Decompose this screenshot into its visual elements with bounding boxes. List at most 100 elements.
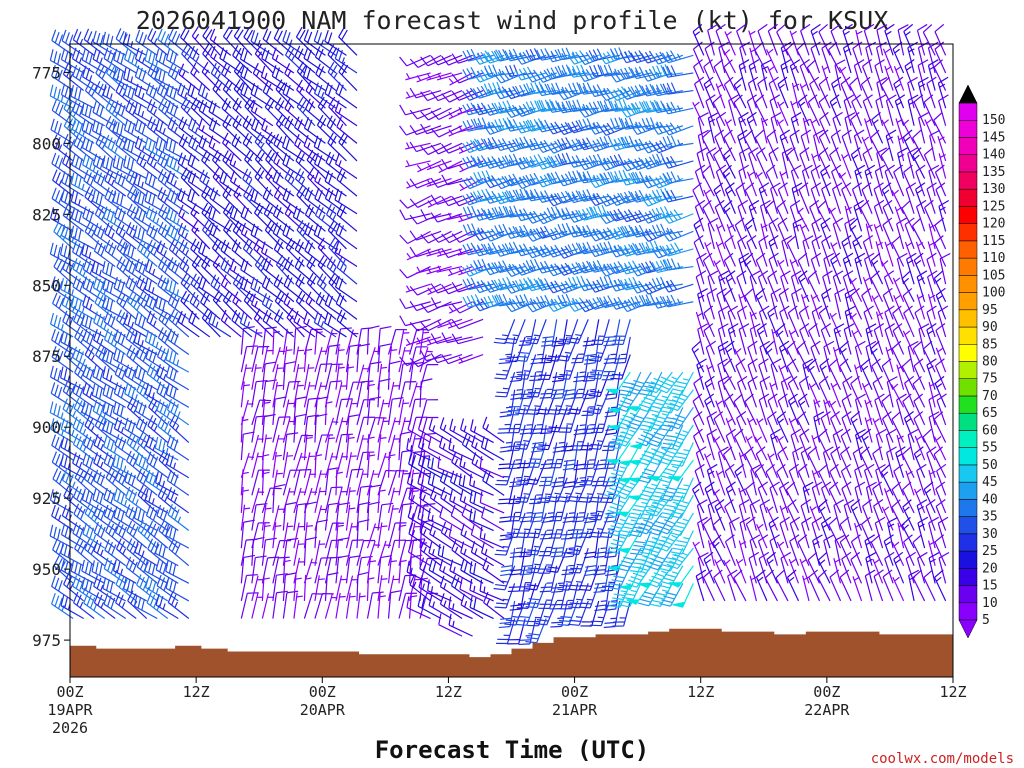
barb-feather [71, 207, 76, 219]
barb-feather [253, 190, 259, 203]
barb-shaft [134, 551, 158, 567]
barb-feather [112, 66, 117, 79]
barb-feather [147, 520, 154, 532]
barb-feather [151, 176, 157, 188]
barb-shaft [85, 90, 106, 109]
wind-barb [188, 310, 211, 338]
barb-half-feather [452, 603, 455, 610]
barb-feather [243, 50, 248, 62]
barb-feather [121, 473, 127, 485]
barb-shaft [261, 328, 267, 355]
wind-barb [293, 487, 307, 514]
barb-feather [105, 368, 110, 380]
barb-feather [307, 119, 313, 131]
barb-feather [390, 589, 403, 594]
wind-barb [104, 539, 127, 567]
barb-half-feather [463, 425, 467, 432]
barb-feather [239, 311, 245, 324]
barb-shaft [94, 602, 116, 620]
barb-feather [449, 418, 454, 431]
barb-shaft [60, 377, 84, 391]
barb-shaft [124, 129, 148, 144]
barb-shaft [123, 42, 148, 56]
barb-shaft [94, 214, 116, 232]
wind-barb [181, 43, 200, 74]
barb-shaft [147, 38, 169, 56]
barb-feather [495, 373, 508, 376]
barb-feather [138, 261, 144, 273]
barb-half-feather [176, 359, 180, 366]
wind-barb [441, 142, 473, 154]
barb-feather [145, 294, 151, 306]
barb-half-feather [381, 525, 388, 528]
barb-feather [298, 276, 305, 288]
wind-barb [70, 225, 95, 250]
barb-feather [91, 560, 95, 572]
barb-feather [95, 385, 99, 398]
barb-feather [89, 210, 94, 223]
barb-shaft [73, 602, 95, 620]
wind-barb [84, 344, 106, 373]
barb-half-feather [260, 142, 265, 149]
barb-feather [75, 418, 82, 431]
wind-barb [283, 274, 305, 303]
barb-shaft [93, 321, 116, 338]
barb-feather [106, 208, 111, 221]
barb-half-feather [484, 548, 488, 556]
wind-barb [103, 435, 127, 461]
barb-shaft [62, 162, 85, 180]
barb-feather [142, 421, 148, 433]
barb-feather [145, 469, 151, 482]
barb-feather [85, 454, 91, 467]
barb-shaft [74, 548, 95, 567]
barb-shaft [127, 600, 148, 619]
barb-shaft [60, 464, 84, 479]
barb-half-feather [444, 529, 448, 536]
barb-feather [75, 278, 81, 290]
barb-feather [417, 507, 421, 519]
barb-shaft [155, 129, 179, 144]
barb-feather [93, 469, 99, 481]
barb-feather [92, 48, 98, 60]
barb-feather [146, 592, 152, 604]
barb-shaft [272, 540, 281, 566]
barb-half-feather [276, 159, 281, 166]
barb-shaft [60, 605, 84, 620]
barb-feather [117, 331, 123, 343]
barb-shaft [126, 530, 148, 549]
barb-half-feather [195, 302, 200, 309]
wind-barb [82, 294, 106, 320]
barb-half-feather [134, 394, 138, 401]
barb-half-feather [103, 323, 107, 330]
barb-feather [85, 155, 91, 168]
barb-shaft [135, 75, 158, 92]
barb-feather [152, 210, 158, 222]
barb-feather [123, 137, 128, 149]
barb-feather [409, 230, 418, 241]
wind-barb [240, 364, 252, 390]
barb-feather [448, 596, 452, 608]
barb-shaft [83, 602, 106, 620]
wind-barb [366, 574, 375, 601]
barb-feather [380, 325, 392, 330]
wind-barb [232, 115, 253, 144]
wind-barb [134, 206, 158, 232]
barb-feather [148, 385, 153, 397]
barb-feather [133, 331, 138, 343]
barb-half-feather [195, 55, 200, 63]
barb-feather [78, 158, 83, 170]
barb-feather [158, 473, 163, 485]
wind-barb [335, 82, 358, 109]
barb-shaft [60, 552, 84, 567]
barb-shaft [70, 570, 95, 584]
barb-feather [149, 313, 155, 325]
barb-shaft [135, 462, 158, 479]
barb-shaft [136, 566, 158, 584]
barb-feather [112, 120, 116, 132]
barb-shaft [134, 129, 158, 144]
barb-shaft [156, 92, 179, 109]
barb-feather [156, 345, 163, 357]
barb-feather [109, 282, 114, 294]
barb-half-feather [193, 70, 198, 77]
barb-feather [137, 596, 142, 609]
